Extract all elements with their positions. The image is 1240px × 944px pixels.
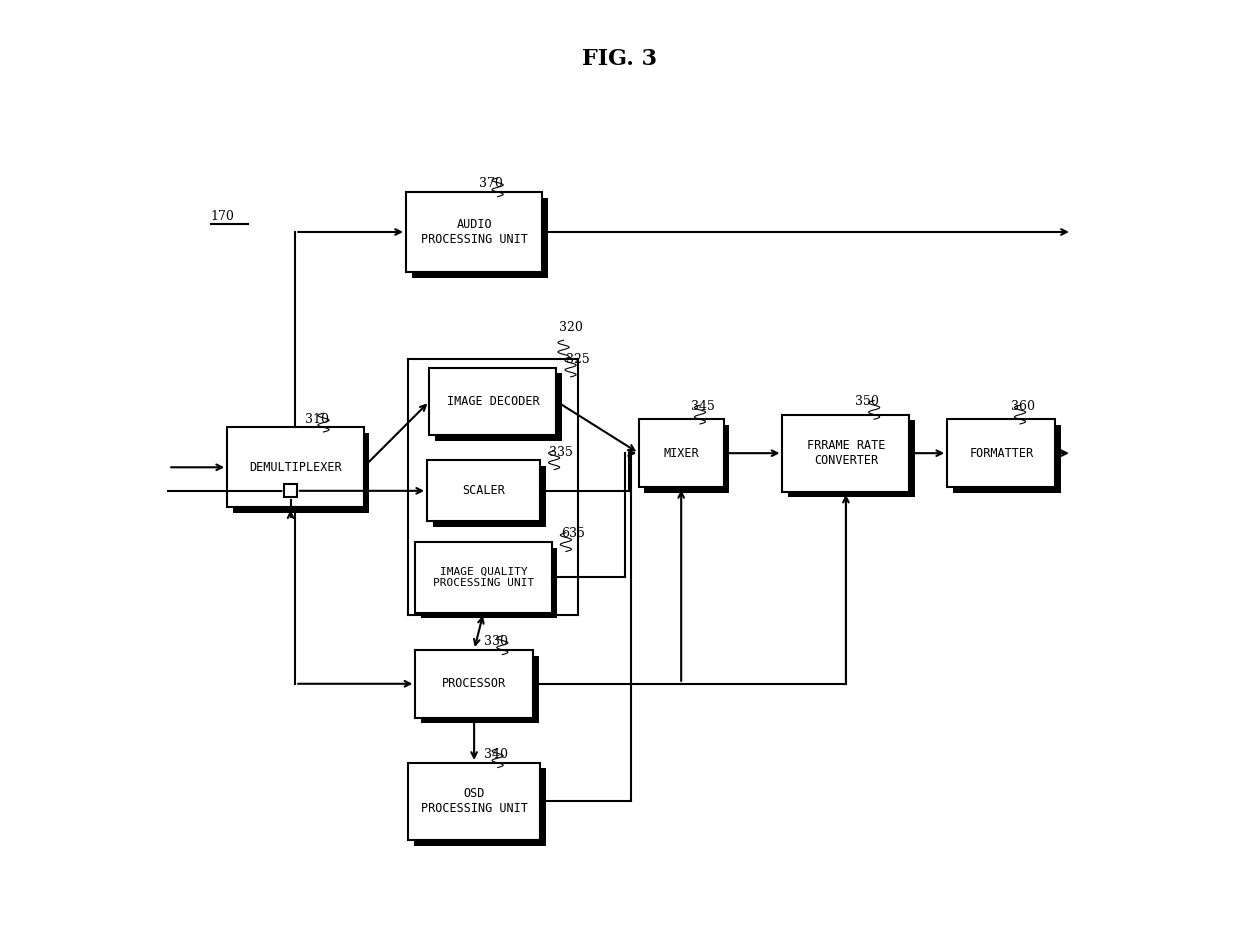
FancyBboxPatch shape <box>415 649 533 717</box>
Text: 360: 360 <box>1011 400 1034 413</box>
Text: 635: 635 <box>562 528 585 540</box>
FancyBboxPatch shape <box>414 768 546 846</box>
Bar <box>284 484 298 497</box>
FancyBboxPatch shape <box>233 433 370 513</box>
Text: 370: 370 <box>479 177 502 191</box>
Text: SCALER: SCALER <box>463 484 505 497</box>
Text: FIG. 3: FIG. 3 <box>583 48 657 71</box>
Text: PROCESSOR: PROCESSOR <box>441 677 506 690</box>
FancyBboxPatch shape <box>420 655 538 723</box>
FancyBboxPatch shape <box>787 420 915 497</box>
FancyBboxPatch shape <box>405 192 542 272</box>
FancyBboxPatch shape <box>227 428 363 507</box>
FancyBboxPatch shape <box>420 548 558 618</box>
FancyBboxPatch shape <box>408 763 539 840</box>
Text: IMAGE QUALITY
PROCESSING UNIT: IMAGE QUALITY PROCESSING UNIT <box>433 566 534 588</box>
Text: DEMULTIPLEXER: DEMULTIPLEXER <box>249 461 341 474</box>
Text: MIXER: MIXER <box>663 447 699 460</box>
Text: 325: 325 <box>565 353 590 366</box>
FancyBboxPatch shape <box>415 542 552 613</box>
FancyBboxPatch shape <box>782 414 909 492</box>
FancyBboxPatch shape <box>427 461 539 521</box>
Text: OSD
PROCESSING UNIT: OSD PROCESSING UNIT <box>420 787 527 816</box>
Text: 330: 330 <box>484 635 507 649</box>
Text: 350: 350 <box>856 396 879 408</box>
Text: AUDIO
PROCESSING UNIT: AUDIO PROCESSING UNIT <box>420 218 527 246</box>
Text: 170: 170 <box>211 210 234 223</box>
Text: 340: 340 <box>484 749 507 761</box>
FancyBboxPatch shape <box>645 425 729 493</box>
FancyBboxPatch shape <box>947 419 1055 487</box>
FancyBboxPatch shape <box>412 197 548 278</box>
FancyBboxPatch shape <box>429 367 557 435</box>
Text: 345: 345 <box>691 400 714 413</box>
FancyBboxPatch shape <box>639 419 723 487</box>
FancyBboxPatch shape <box>435 373 562 441</box>
Text: IMAGE DECODER: IMAGE DECODER <box>446 395 539 408</box>
Text: 310: 310 <box>305 413 329 426</box>
Text: FRRAME RATE
CONVERTER: FRRAME RATE CONVERTER <box>807 439 885 467</box>
Circle shape <box>283 483 298 498</box>
Text: 335: 335 <box>549 446 573 459</box>
Text: FORMATTER: FORMATTER <box>970 447 1033 460</box>
FancyBboxPatch shape <box>433 466 546 527</box>
Text: 320: 320 <box>559 321 583 334</box>
FancyBboxPatch shape <box>952 425 1061 493</box>
